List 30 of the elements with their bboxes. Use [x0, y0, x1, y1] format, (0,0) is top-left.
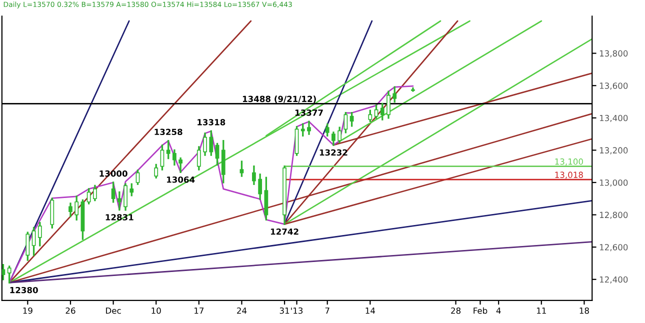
annotation: 12380	[10, 286, 38, 294]
ref-line-label: 13488 (9/21/12)	[242, 96, 316, 104]
x-tick-label: Dec	[106, 308, 121, 314]
annotation: 13,018	[555, 172, 583, 179]
annotation: 13318	[198, 119, 226, 126]
y-tick-label: 13,200	[600, 147, 628, 154]
annotation: 13258	[154, 128, 182, 136]
y-tick-label: 12,600	[600, 244, 628, 252]
x-tick-label: 4	[496, 308, 501, 314]
y-tick-label: 13,800	[600, 50, 628, 58]
x-tick-label: Feb	[474, 307, 488, 314]
x-tick-label: 26	[66, 307, 76, 314]
x-tick-label: 7	[325, 308, 330, 314]
x-tick-label: 31	[280, 307, 290, 314]
x-tick-label: 24	[237, 307, 247, 314]
x-tick-label: 18	[580, 307, 589, 314]
annotation: 13,100	[555, 158, 583, 166]
y-tick-label: 13,000	[600, 179, 628, 187]
x-tick-label: 17	[194, 308, 204, 314]
y-tick-label: 13,400	[600, 114, 628, 122]
annotation: 12742	[270, 228, 298, 235]
x-tick-label: 11	[537, 308, 546, 314]
x-tick-label: 14	[366, 308, 375, 314]
x-tick-label: '13	[291, 307, 303, 314]
x-tick-label: 19	[23, 307, 32, 314]
y-tick-label: 13,600	[600, 82, 628, 90]
y-tick-label: 12,800	[600, 212, 628, 219]
x-tick-label: 10	[152, 307, 161, 314]
y-tick-label: 12,400	[600, 276, 628, 284]
x-tick-label: 28	[451, 307, 461, 314]
